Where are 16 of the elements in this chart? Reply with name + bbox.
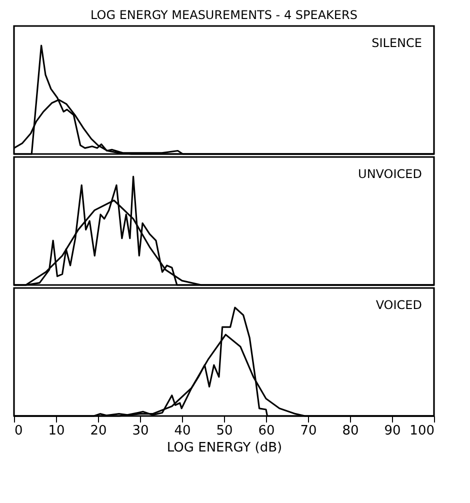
x-axis-title: LOG ENERGY (dB) — [166, 440, 282, 456]
x-tick-label: 100 — [410, 424, 434, 438]
x-tick-label: 30 — [132, 424, 149, 438]
x-tick-label: 80 — [342, 424, 359, 438]
annotation: VOICED — [376, 298, 422, 312]
x-tick-label: 40 — [174, 424, 191, 438]
x-tick-label: 60 — [258, 424, 275, 438]
annotation: SILENCE — [372, 36, 422, 50]
x-tick-label: 0 — [14, 424, 23, 438]
x-tick-label: 90 — [384, 424, 401, 438]
x-tick-label: 70 — [300, 424, 317, 438]
x-tick-label: 10 — [48, 424, 65, 438]
x-tick-label: 20 — [90, 424, 107, 438]
annotation: UNVOICED — [358, 167, 422, 181]
x-tick-label: 50 — [216, 424, 233, 438]
chart-title: LOG ENERGY MEASUREMENTS - 4 SPEAKERS — [90, 8, 358, 22]
